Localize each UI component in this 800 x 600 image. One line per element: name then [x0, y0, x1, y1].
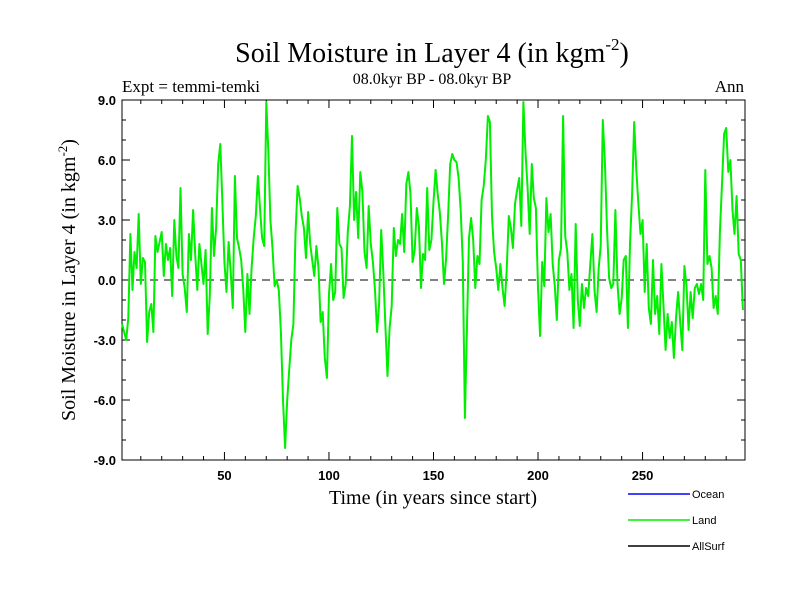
- legend-label-allsurf: AllSurf: [692, 541, 725, 553]
- x-axis-ticks: 50 100 150 200 250: [140, 100, 727, 483]
- y-axis-ticks: -9.0 -6.0 -3.0 0.0 3.0 6.0 9.0: [94, 93, 745, 468]
- y-tick-label: 3.0: [98, 213, 116, 228]
- x-tick-label: 100: [318, 468, 340, 483]
- y-axis-label: Soil Moisture in Layer 4 (in kgm-2): [55, 139, 80, 421]
- y-tick-label: -9.0: [94, 453, 116, 468]
- y-tick-label: 9.0: [98, 93, 116, 108]
- x-tick-label: 150: [423, 468, 445, 483]
- x-axis-label: Time (in years since start): [329, 487, 537, 509]
- y-tick-label: -6.0: [94, 393, 116, 408]
- legend-label-ocean: Ocean: [692, 489, 724, 501]
- y-tick-label: 6.0: [98, 153, 116, 168]
- chart-subtitle: 08.0kyr BP - 08.0kyr BP: [353, 71, 512, 88]
- experiment-label: Expt = temmi-temki: [122, 77, 260, 96]
- y-tick-label: -3.0: [94, 333, 116, 348]
- x-tick-label: 50: [217, 468, 231, 483]
- chart-title: Soil Moisture in Layer 4 (in kgm-2): [235, 35, 629, 69]
- x-tick-label: 200: [527, 468, 549, 483]
- series-line-land: [121, 101, 744, 449]
- legend: Ocean Land AllSurf: [628, 489, 725, 553]
- x-tick-label: 250: [632, 468, 654, 483]
- y-tick-label: 0.0: [98, 273, 116, 288]
- legend-label-land: Land: [692, 515, 716, 527]
- season-label: Ann: [715, 77, 745, 96]
